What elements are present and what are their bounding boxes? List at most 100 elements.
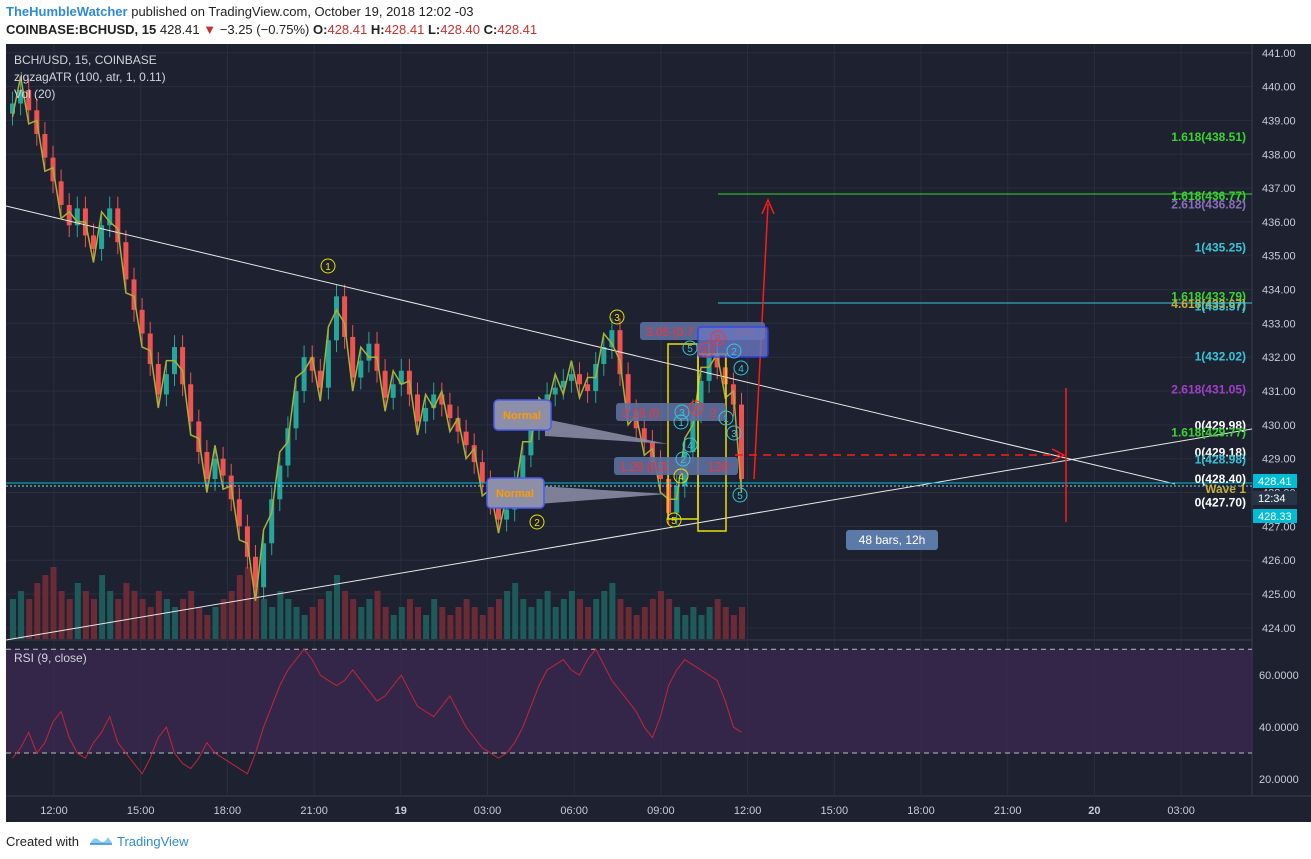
price-tick: 427.00 [1262,521,1296,533]
legend-zigzag[interactable]: zigzagATR (100, atr, 1, 0.11) [14,70,166,84]
volume-bar [479,615,486,639]
wave-circle [529,514,545,530]
volume-bars [10,567,745,639]
volume-bar [26,599,33,639]
price-tick: 426.00 [1262,555,1296,567]
time-axis[interactable] [6,796,1311,822]
volume-bar [172,607,178,639]
volume-bar [528,607,535,639]
volume-bar [131,591,138,639]
candle-body [504,509,510,520]
candle-body [325,340,331,388]
volume-bar [439,607,446,639]
tradingview-link[interactable]: TradingView [117,834,189,849]
volume-bar [74,583,81,639]
normal-callout-2[interactable] [486,477,545,509]
wave-number: 5 [687,344,693,355]
main-pane[interactable] [6,44,1252,640]
time-tick: 06:00 [560,805,588,817]
descending-trendline[interactable] [5,205,1176,485]
rsi-band [6,648,1252,754]
volume-bar [520,599,527,639]
volume-bar [487,607,494,639]
fib-ratio-box-c[interactable] [614,457,738,475]
high-value: 428.41 [384,22,425,37]
price-tick: 436.00 [1262,217,1296,229]
candle-body [585,384,591,392]
candle-body [220,458,226,476]
volume-bar [633,615,640,639]
volume-bar [577,599,583,639]
volume-bar [374,591,381,639]
candle-body [261,543,267,588]
volume-bar [641,607,648,639]
wave-circle [675,451,691,467]
volume-bar [277,591,284,639]
ohlc-line: COINBASE:BCHUSD, 15 428.41 ▼ −3.25 (−0.7… [6,22,537,37]
fib-ratio-box-b[interactable] [616,403,726,421]
volume-bar [585,607,592,639]
candle-body [212,458,218,480]
candle-body [139,309,145,334]
volume-bar [496,599,502,639]
volume-bar [107,591,114,639]
author-link[interactable]: TheHumbleWatcher [6,4,128,19]
legend-vol[interactable]: Vol (20) [14,87,55,101]
volume-bar [204,615,211,639]
fib-label: 4.618(433.67) [1171,297,1246,311]
price-tick: 441.00 [1262,48,1296,60]
volume-bar [99,575,106,639]
wave-circle [726,425,742,441]
volume-bar [123,583,130,639]
candle-body [690,411,696,452]
volume-bar [139,599,146,639]
price-chart[interactable]: Normal Normal 3.05 (0.7 305 2.19 (0. 2 1… [0,44,1311,822]
time-tick: 15:00 [821,805,849,817]
ascending-trendline[interactable] [5,428,1253,641]
price-change: −3.25 (−0.75%) [219,22,310,37]
bars-range-badge[interactable] [846,530,938,550]
volume-bar [512,583,519,639]
candle-body [99,225,105,249]
open-label: O: [313,22,328,37]
second-price-label: 428.33 [1258,511,1292,523]
published-text: published on TradingView.com, October 19… [131,4,474,19]
wave-b-box[interactable] [697,326,769,358]
wave-circle [733,360,749,376]
volume-bar [293,607,300,639]
fib-label: 0(427.70) [1195,496,1246,510]
volume-bar [690,607,697,639]
callout-pointer-1 [545,419,668,444]
price-tick: 437.00 [1262,183,1296,195]
tradingview-logo-icon[interactable] [88,833,114,847]
candle-body [739,404,744,480]
candle-body [609,330,615,348]
volume-bar [220,599,227,639]
volume-bar [18,591,25,639]
candle-body [285,428,291,466]
rsi-tick: 60.0000 [1259,670,1299,682]
price-tick: 439.00 [1262,115,1296,127]
time-tick: 21:00 [994,805,1022,817]
normal-callout-1[interactable] [493,399,552,431]
volume-bar [406,599,413,639]
volume-bar [714,599,721,639]
candle-body [447,404,453,419]
volume-bar [536,599,543,639]
wave-number: 1 [678,418,684,429]
price-tick: 434.00 [1262,285,1296,297]
candle-body [269,499,275,544]
candle-body [58,181,64,205]
legend-rsi[interactable]: RSI (9, close) [14,651,87,665]
candle-body [180,347,186,385]
price-axis[interactable] [1252,44,1311,796]
rsi-line [12,648,742,775]
volume-bar [147,607,154,639]
candle-body [115,208,121,243]
wave-number: ② [692,404,701,415]
volume-bar [609,583,616,639]
wave-circle [710,330,726,346]
candle-body [350,336,356,378]
low-value: 428.40 [440,22,481,37]
volume-bar [471,607,478,639]
